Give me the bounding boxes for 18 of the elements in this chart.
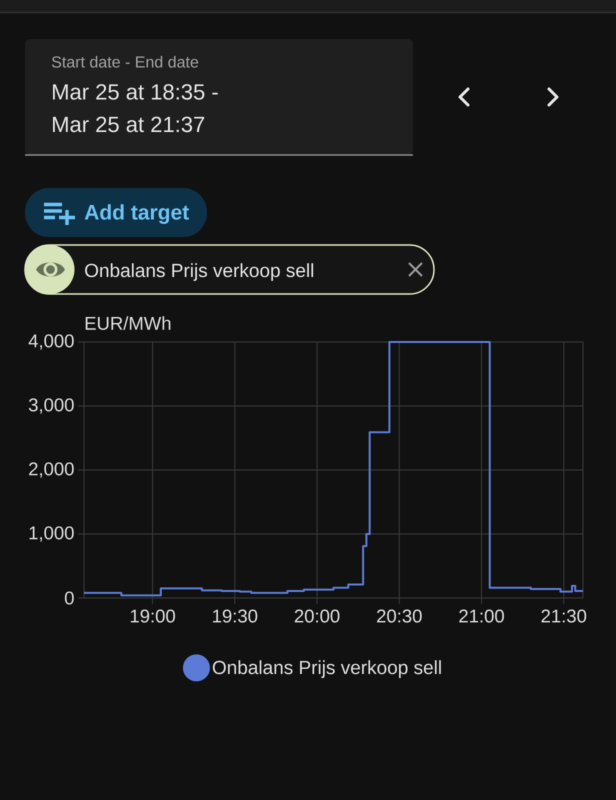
x-tick-label: 19:00: [130, 610, 175, 623]
y-axis-title: EUR/MWh: [86, 316, 170, 330]
y-tick-label: 4,000: [28, 334, 74, 350]
text: Start date - End date: [52, 56, 198, 68]
legend-label: Onbalans Prijs verkoop sell: [212, 660, 441, 678]
x-tick-label: 21:00: [459, 610, 504, 623]
x-tick-label: 20:00: [294, 610, 340, 623]
text: Onbalans Prijs verkoop sell: [85, 263, 314, 281]
y-tick-label: 3,000: [28, 398, 74, 414]
x-tick-label: 19:30: [213, 610, 258, 623]
text: Mar 25 at 18:35 -: [53, 84, 218, 100]
y-tick-label: 0: [64, 591, 74, 605]
x-tick-label: 20:30: [377, 610, 422, 623]
x-tick-label: 21:30: [542, 610, 586, 623]
text: Add target: [84, 204, 189, 224]
y-tick-label: 2,000: [29, 462, 74, 478]
text: Mar 25 at 21:37: [53, 116, 204, 132]
y-tick-label: 1,000: [30, 526, 74, 542]
